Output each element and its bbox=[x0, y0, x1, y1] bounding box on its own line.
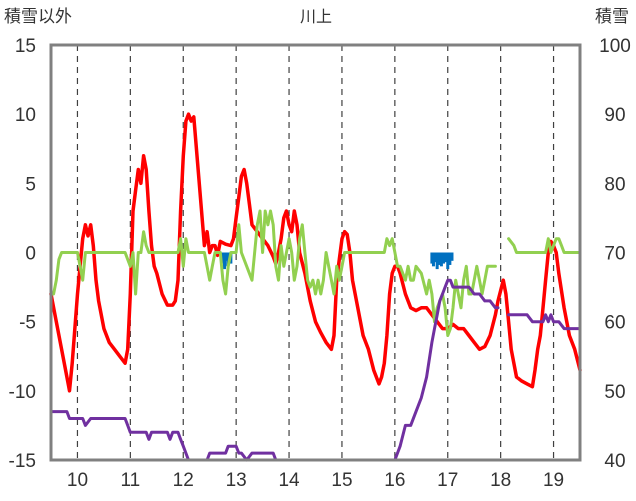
lines-layer bbox=[49, 112, 582, 462]
y-tick-left-label: 10 bbox=[15, 105, 36, 126]
x-tick-label: 18 bbox=[490, 470, 511, 491]
snowfall-bar bbox=[442, 252, 446, 264]
y-tick-left-label: 0 bbox=[25, 244, 36, 265]
plot-frame bbox=[49, 43, 582, 462]
snowfall-bar bbox=[431, 252, 435, 267]
y-tick-right-label: 60 bbox=[604, 313, 625, 334]
y-tick-left-label: 5 bbox=[25, 174, 36, 195]
x-tick-label: 17 bbox=[437, 470, 458, 491]
y-tick-left-label: -15 bbox=[9, 451, 36, 472]
snowfall-bar bbox=[430, 252, 434, 264]
y-axis-left: 15 10 5 0 -5 -10 -15 bbox=[9, 36, 36, 472]
series-line bbox=[507, 313, 582, 331]
y-axis-right-label: 積雪 bbox=[595, 7, 629, 26]
y-tick-right-label: 70 bbox=[604, 244, 625, 265]
snowfall-bar bbox=[437, 252, 441, 265]
snowfall-bar bbox=[446, 252, 450, 270]
y-tick-right-label: 50 bbox=[604, 382, 625, 403]
snowfall-bar bbox=[224, 252, 228, 261]
y-axis-right: 100 90 80 70 60 50 40 bbox=[599, 36, 631, 472]
series-line bbox=[49, 112, 582, 393]
snowfall-bar bbox=[450, 252, 454, 261]
y-axis-left-label: 積雪以外 bbox=[4, 7, 72, 26]
x-tick-label: 12 bbox=[173, 470, 194, 491]
y-tick-left-label: -10 bbox=[9, 382, 36, 403]
y-tick-right-label: 100 bbox=[599, 36, 631, 57]
x-tick-label: 14 bbox=[278, 470, 300, 491]
y-tick-right-label: 80 bbox=[604, 174, 625, 195]
snowfall-bar bbox=[221, 252, 225, 264]
x-axis: 10 11 12 13 14 15 16 17 18 19 bbox=[67, 470, 564, 491]
series-line bbox=[49, 209, 497, 337]
snowfall-bar bbox=[439, 252, 443, 267]
snowfall-bar bbox=[223, 252, 227, 270]
grid-layer bbox=[76, 45, 555, 460]
y-tick-right-label: 90 bbox=[604, 105, 625, 126]
snowfall-bar bbox=[226, 252, 230, 267]
x-tick-label: 13 bbox=[226, 470, 247, 491]
x-tick-label: 15 bbox=[331, 470, 352, 491]
x-tick-label: 16 bbox=[384, 470, 405, 491]
y-tick-left-label: -5 bbox=[19, 313, 36, 334]
snowfall-bar bbox=[435, 252, 439, 270]
x-tick-label: 11 bbox=[120, 470, 140, 491]
series-line bbox=[49, 278, 500, 462]
y-tick-right-label: 40 bbox=[604, 451, 625, 472]
snowfall-bar bbox=[433, 252, 437, 263]
x-tick-label: 10 bbox=[67, 470, 88, 491]
series-line bbox=[507, 237, 582, 254]
y-tick-left-label: 15 bbox=[15, 36, 36, 57]
x-tick-label: 19 bbox=[543, 470, 564, 491]
snowfall-bar bbox=[444, 252, 448, 263]
chart-title: 川上 bbox=[300, 7, 332, 26]
snowfall-bar bbox=[448, 252, 452, 265]
